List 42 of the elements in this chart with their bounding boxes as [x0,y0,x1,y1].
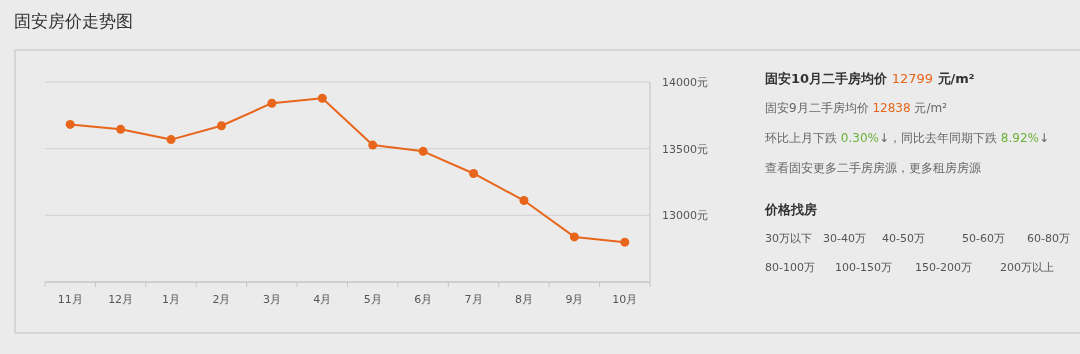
text: 80-100万 [765,261,815,274]
point [368,140,378,150]
x-tick-label: 10月 [612,293,638,306]
point [216,121,226,131]
point [418,146,428,156]
text: 查看固安更多二手房房源，更多租房房源 [765,161,981,175]
text: 60-80万 [1027,232,1070,245]
y-tick-label: 13500元 [662,142,708,156]
x-tick-label: 7月 [464,293,483,306]
x-tick-label: 11月 [57,293,83,306]
text: 环比上月下跌 0.30%↓，同比去年同期下跌 8.92%↓ [765,131,1050,145]
text: 50-60万 [962,232,1005,245]
x-tick-label: 6月 [414,293,433,306]
x-tick-label: 5月 [363,293,382,306]
x-tick-label: 9月 [565,293,584,306]
x-tick-label: 8月 [514,293,533,306]
text: 30-40万 [823,232,866,245]
text: 100-150万 [835,261,892,274]
y-tick-label: 13000元 [662,209,708,223]
chart-title: 固安房价走势图 [14,11,133,31]
point [166,135,176,145]
text: 30万以下 [765,232,812,245]
x-tick-label: 2月 [212,293,231,306]
point [116,124,126,134]
point [267,98,277,108]
y-tick-label: 14000元 [662,76,708,89]
point [65,119,75,129]
point [519,196,529,206]
text: 40-50万 [882,232,925,245]
text: 150-200万 [915,261,972,274]
x-tick-label: 4月 [313,293,332,306]
text: 固安10月二手房均价 12799 元/m² [765,71,975,86]
text: 200万以上 [1000,261,1054,274]
text: 价格找房 [764,202,817,217]
x-tick-label: 1月 [162,293,181,306]
text: 固安9月二手房均价 12838 元/m² [765,101,948,115]
x-tick-label: 12月 [108,293,134,306]
point [620,237,630,247]
point [317,93,327,103]
point [469,168,479,178]
x-tick-label: 3月 [262,293,281,306]
point [569,232,579,242]
